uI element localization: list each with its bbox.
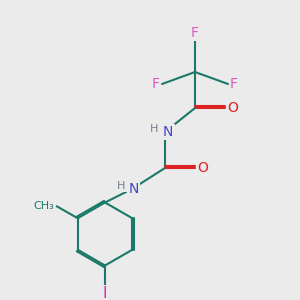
Text: F: F [152,77,160,91]
Text: F: F [230,77,238,91]
Text: N: N [128,182,139,196]
Text: O: O [227,101,238,115]
Text: O: O [197,161,208,175]
Text: N: N [163,125,173,139]
Text: CH₃: CH₃ [33,201,54,211]
Text: H: H [150,124,159,134]
Text: I: I [103,286,107,300]
Text: H: H [117,181,126,191]
Text: F: F [191,26,199,40]
